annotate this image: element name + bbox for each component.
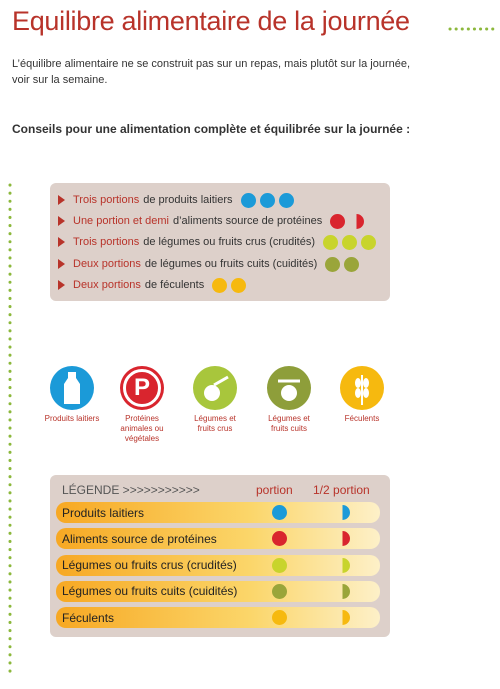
advice-row: Une portion et demi d’aliments source de … xyxy=(58,211,365,231)
apple xyxy=(204,375,229,401)
half-dot xyxy=(335,610,350,626)
icon-label: Protéines animales ou végétales xyxy=(120,414,164,443)
dot xyxy=(240,192,256,208)
text: de légumes ou fruits crus (crudités) xyxy=(143,236,316,248)
full-dot xyxy=(272,610,287,626)
dot xyxy=(212,277,228,293)
title: Equilibre alimentaire de la journée xyxy=(12,6,410,36)
arrow xyxy=(58,195,65,205)
full-dot xyxy=(272,583,287,599)
dotted-line xyxy=(8,183,12,681)
dot xyxy=(231,277,247,293)
dot xyxy=(342,234,358,250)
half-dot xyxy=(349,213,365,229)
half-dot xyxy=(335,531,350,547)
dot xyxy=(259,192,275,208)
wheat xyxy=(355,375,369,405)
advice-box: Trois portions de produits laitiers Une p… xyxy=(50,183,390,301)
legend-row: Légumes ou fruits crus (crudités) xyxy=(56,554,380,576)
icon-protein: P xyxy=(120,366,164,410)
arrow xyxy=(58,216,65,226)
dot xyxy=(361,234,377,250)
dot xyxy=(330,213,346,229)
intro: L’équilibre alimentaire ne se construit … xyxy=(12,58,411,86)
arrow xyxy=(58,237,65,247)
dotted-line xyxy=(448,27,498,31)
advice-row: Trois portions de légumes ou fruits crus … xyxy=(58,232,377,252)
legend-row: Légumes ou fruits cuits (cuidités) xyxy=(56,580,380,602)
half-dot xyxy=(335,557,350,573)
symbol: P xyxy=(123,369,161,407)
legend-row: Aliments source de protéines xyxy=(56,528,380,550)
icon-raw xyxy=(193,366,237,410)
bottle xyxy=(64,372,80,404)
dot xyxy=(344,256,360,272)
text: d’aliments source de protéines xyxy=(173,215,323,227)
icon-cooked xyxy=(267,366,311,410)
icon-label: Légumes et fruits cuits xyxy=(268,414,310,433)
text: de féculents xyxy=(144,279,205,291)
highlight: Trois portions xyxy=(73,236,140,248)
arrow xyxy=(58,280,65,290)
half-dot xyxy=(335,583,350,599)
legend-title: LÉGENDE >>>>>>>>>>> xyxy=(62,483,200,497)
icon-label: Féculents xyxy=(344,414,380,423)
text: de légumes ou fruits cuits (cuidités) xyxy=(144,258,318,270)
arrow xyxy=(58,259,65,269)
highlight: Deux portions xyxy=(73,279,141,291)
advice-row: Deux portions de féculents xyxy=(58,275,247,295)
icon-label: Produits laitiers xyxy=(44,414,100,423)
half-dot xyxy=(335,505,350,520)
icon-starch xyxy=(340,366,384,410)
full-dot xyxy=(272,505,287,520)
advice-row: Trois portions de produits laitiers xyxy=(58,190,294,210)
apple xyxy=(278,379,300,401)
icon-dairy xyxy=(50,366,94,410)
text: de produits laitiers xyxy=(143,194,233,206)
full-dot xyxy=(272,557,287,573)
legend-row: Produits laitiers xyxy=(56,502,380,523)
dot xyxy=(323,234,339,250)
legend-portion: portion xyxy=(256,483,293,497)
dot xyxy=(325,256,341,272)
legend-half-portion: 1/2 portion xyxy=(313,483,370,497)
highlight: Deux portions xyxy=(73,258,141,270)
full-dot xyxy=(272,531,287,547)
subtitle: Conseils pour une alimentation complète … xyxy=(12,122,411,136)
highlight: Trois portions xyxy=(73,194,140,206)
dot xyxy=(278,192,294,208)
legend-row: Féculents xyxy=(56,607,380,629)
advice-row: Deux portions de légumes ou fruits cuits … xyxy=(58,254,360,274)
icon-label: Légumes et fruits crus xyxy=(194,414,236,433)
highlight: Une portion et demi xyxy=(73,215,169,227)
